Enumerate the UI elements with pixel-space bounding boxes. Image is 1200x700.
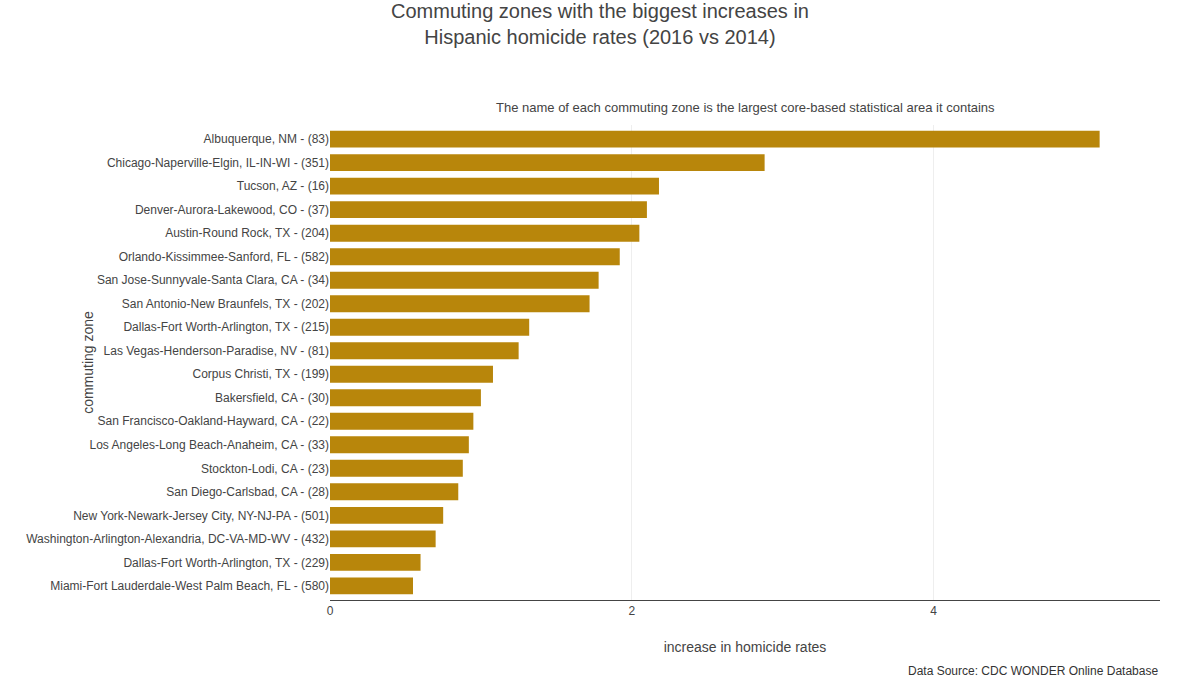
svg-text:New York-Newark-Jersey City, N: New York-Newark-Jersey City, NY-NJ-PA - … <box>73 509 329 523</box>
svg-text:Corpus Christi, TX - (199): Corpus Christi, TX - (199) <box>193 367 329 381</box>
svg-text:Bakersfield, CA - (30): Bakersfield, CA - (30) <box>215 391 329 405</box>
svg-text:Stockton-Lodi, CA - (23): Stockton-Lodi, CA - (23) <box>201 462 329 476</box>
svg-text:commuting zone: commuting zone <box>80 311 96 414</box>
svg-text:Los Angeles-Long Beach-Anaheim: Los Angeles-Long Beach-Anaheim, CA - (33… <box>90 438 329 452</box>
svg-text:Tucson, AZ - (16): Tucson, AZ - (16) <box>237 179 329 193</box>
svg-text:The name of each commuting zon: The name of each commuting zone is the l… <box>496 100 995 115</box>
svg-text:Commuting zones with the bigge: Commuting zones with the biggest increas… <box>391 0 809 48</box>
svg-text:San Antonio-New Braunfels, TX: San Antonio-New Braunfels, TX - (202) <box>122 297 329 311</box>
svg-text:Dallas-Fort Worth-Arlington, T: Dallas-Fort Worth-Arlington, TX - (229) <box>123 556 329 570</box>
svg-text:Las Vegas-Henderson-Paradise,: Las Vegas-Henderson-Paradise, NV - (81) <box>104 344 329 358</box>
svg-text:Austin-Round Rock, TX - (204): Austin-Round Rock, TX - (204) <box>165 226 329 240</box>
svg-text:2: 2 <box>628 604 635 618</box>
svg-text:San Diego-Carlsbad, CA - (28): San Diego-Carlsbad, CA - (28) <box>166 485 329 499</box>
svg-text:4: 4 <box>930 604 937 618</box>
svg-text:Data Source: CDC WONDER Online: Data Source: CDC WONDER Online Database <box>908 664 1158 678</box>
svg-text:Orlando-Kissimmee-Sanford, FL: Orlando-Kissimmee-Sanford, FL - (582) <box>119 250 329 264</box>
svg-text:San Jose-Sunnyvale-Santa Clara: San Jose-Sunnyvale-Santa Clara, CA - (34… <box>97 273 329 287</box>
svg-text:San Francisco-Oakland-Hayward,: San Francisco-Oakland-Hayward, CA - (22) <box>98 414 329 428</box>
svg-text:Miami-Fort Lauderdale-West Pal: Miami-Fort Lauderdale-West Palm Beach, F… <box>50 579 329 593</box>
svg-text:Washington-Arlington-Alexandri: Washington-Arlington-Alexandria, DC-VA-M… <box>26 532 329 546</box>
svg-text:Dallas-Fort Worth-Arlington, T: Dallas-Fort Worth-Arlington, TX - (215) <box>123 320 329 334</box>
svg-text:Denver-Aurora-Lakewood, CO - (: Denver-Aurora-Lakewood, CO - (37) <box>135 203 329 217</box>
svg-text:Chicago-Naperville-Elgin, IL-I: Chicago-Naperville-Elgin, IL-IN-WI - (35… <box>107 156 329 170</box>
svg-text:increase in homicide rates: increase in homicide rates <box>664 639 827 655</box>
svg-text:0: 0 <box>327 604 334 618</box>
svg-text:Albuquerque, NM - (83): Albuquerque, NM - (83) <box>204 132 329 146</box>
